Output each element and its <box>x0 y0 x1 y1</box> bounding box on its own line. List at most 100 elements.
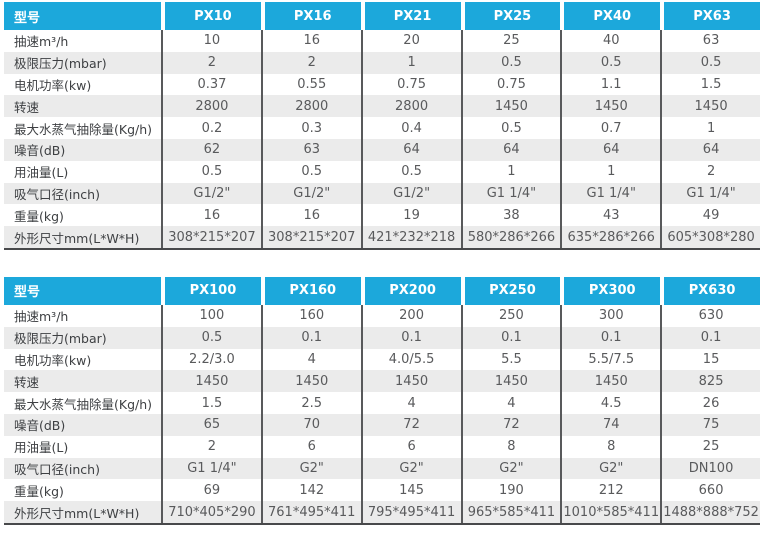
row-label: 用油量(L) <box>14 440 69 456</box>
table-row: 转速 2800 2800 2800 1450 1450 1450 <box>4 95 760 118</box>
value-cell: 20 <box>360 30 461 52</box>
value-cell: 72 <box>360 413 461 436</box>
row-label: 转速 <box>14 99 40 115</box>
value-cell: G2" <box>460 457 561 480</box>
value-cell: 825 <box>660 370 760 393</box>
value-cell: 5.5 <box>460 348 561 371</box>
value-cell: 8 <box>460 435 561 458</box>
value-cell: 212 <box>560 479 660 502</box>
row-label: 噪音(dB) <box>14 418 66 434</box>
value-cell: 0.1 <box>360 326 461 349</box>
value-cell: 605*308*280 <box>660 226 760 248</box>
value-cell: 69 <box>161 479 261 502</box>
table-row: 噪音(dB) 65 70 72 72 74 75 <box>4 413 760 436</box>
value-cell: G1 1/4" <box>460 182 561 205</box>
table-row: 外形尺寸mm(L*W*H) 308*215*207 308*215*207 421*2… <box>4 226 760 248</box>
value-cell: 43 <box>560 204 660 227</box>
value-cell: 0.55 <box>260 73 361 96</box>
value-cell: 308*215*207 <box>260 226 361 248</box>
value-cell: 2 <box>161 51 261 74</box>
value-cell: 0.5 <box>660 51 760 74</box>
value-cell: 10 <box>161 30 261 52</box>
table-row: 最大水蒸气抽除量(Kg/h) 0.2 0.3 0.4 0.5 0.7 1 <box>4 117 760 139</box>
value-cell: 6 <box>360 435 461 458</box>
row-label: 最大水蒸气抽除量(Kg/h) <box>14 396 153 412</box>
value-cell: G1/2" <box>360 182 461 205</box>
row-label: 抽速m³/h <box>14 309 69 325</box>
value-cell: 1.1 <box>560 73 660 96</box>
value-cell: 1 <box>460 160 561 183</box>
value-cell: 1.5 <box>660 73 760 96</box>
value-cell: 16 <box>260 204 361 227</box>
value-cell: DN100 <box>660 457 760 480</box>
value-cell: 0.5 <box>360 160 461 183</box>
value-cell: 965*585*411 <box>460 501 561 523</box>
value-cell: G2" <box>260 457 361 480</box>
value-cell: 0.5 <box>460 117 561 139</box>
value-cell: 4.5 <box>560 392 660 414</box>
table-row: 吸气口径(inch) G1 1/4" G2" G2" G2" G2" DN100 <box>4 457 760 480</box>
table-row: 重量(kg) 16 16 19 38 43 49 <box>4 204 760 227</box>
value-cell: 0.75 <box>460 73 561 96</box>
value-cell: 1 <box>560 160 660 183</box>
value-cell: 40 <box>560 30 660 52</box>
value-cell: 660 <box>660 479 760 502</box>
row-label: 噪音(dB) <box>14 143 66 159</box>
value-cell: 1450 <box>660 95 760 118</box>
value-cell: 795*495*411 <box>360 501 461 523</box>
value-cell: G1 1/4" <box>660 182 760 205</box>
value-cell: 65 <box>161 413 261 436</box>
value-cell: 38 <box>460 204 561 227</box>
value-cell: 250 <box>460 304 561 327</box>
model-column-header: PX250 <box>460 276 561 305</box>
value-cell: 25 <box>660 435 760 458</box>
value-cell: 0.37 <box>161 73 261 96</box>
value-cell: 63 <box>660 30 760 52</box>
value-cell: 6 <box>260 435 361 458</box>
model-column-header: PX21 <box>360 2 461 30</box>
value-cell: 74 <box>560 413 660 436</box>
model-column-header: PX160 <box>260 276 361 305</box>
value-cell: 1450 <box>360 370 461 393</box>
value-cell: 64 <box>660 138 760 161</box>
model-column-header: PX300 <box>560 276 661 305</box>
value-cell: 4 <box>360 392 461 414</box>
table-row: 噪音(dB) 62 63 64 64 64 64 <box>4 138 760 161</box>
value-cell: 1 <box>660 117 760 139</box>
table-row: 重量(kg) 69 142 145 190 212 660 <box>4 479 760 502</box>
table-row: 用油量(L) 2 6 6 8 8 25 <box>4 435 760 458</box>
value-cell: 145 <box>360 479 461 502</box>
value-cell: 0.1 <box>660 326 760 349</box>
value-cell: 8 <box>560 435 660 458</box>
row-label: 吸气口径(inch) <box>14 461 100 477</box>
value-cell: 0.1 <box>560 326 660 349</box>
value-cell: 308*215*207 <box>161 226 261 248</box>
model-column-header: PX63 <box>660 2 760 30</box>
value-cell: 16 <box>161 204 261 227</box>
value-cell: 580*286*266 <box>460 226 561 248</box>
value-cell: 64 <box>460 138 561 161</box>
value-cell: 5.5/7.5 <box>560 348 660 371</box>
value-cell: 421*232*218 <box>360 226 461 248</box>
value-cell: 4.0/5.5 <box>360 348 461 371</box>
value-cell: 710*405*290 <box>161 501 261 523</box>
row-label: 用油量(L) <box>14 165 69 181</box>
table-row: 电机功率(kw) 0.37 0.55 0.75 0.75 1.1 1.5 <box>4 73 760 96</box>
row-label: 外形尺寸mm(L*W*H) <box>14 505 140 521</box>
model-column-header: PX40 <box>560 2 661 30</box>
value-cell: 1488*888*752 <box>660 501 760 523</box>
value-cell: G2" <box>360 457 461 480</box>
value-cell: 1450 <box>460 95 561 118</box>
table-row: 最大水蒸气抽除量(Kg/h) 1.5 2.5 4 4 4.5 26 <box>4 392 760 414</box>
table-row: 外形尺寸mm(L*W*H) 710*405*290 761*495*411 795*4… <box>4 501 760 523</box>
value-cell: 62 <box>161 138 261 161</box>
value-cell: 64 <box>360 138 461 161</box>
value-cell: 1450 <box>161 370 261 393</box>
row-label: 重量(kg) <box>14 208 64 224</box>
value-cell: 0.5 <box>161 326 261 349</box>
value-cell: 16 <box>260 30 361 52</box>
value-cell: 15 <box>660 348 760 371</box>
value-cell: 2.5 <box>260 392 361 414</box>
value-cell: 2 <box>260 51 361 74</box>
value-cell: 1450 <box>560 370 660 393</box>
